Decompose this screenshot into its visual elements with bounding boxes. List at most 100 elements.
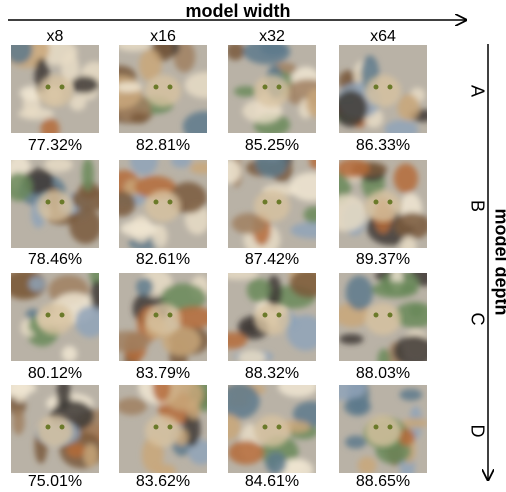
accuracy: 84.61% bbox=[245, 473, 299, 490]
blob bbox=[286, 315, 316, 351]
blob bbox=[162, 326, 201, 356]
accuracy: 88.65% bbox=[356, 473, 410, 490]
eye bbox=[373, 312, 379, 318]
image bbox=[228, 273, 316, 361]
eye bbox=[276, 424, 282, 430]
blob bbox=[228, 273, 260, 280]
blob bbox=[184, 71, 207, 99]
eye bbox=[387, 312, 393, 318]
blob bbox=[44, 160, 73, 172]
eye bbox=[276, 312, 282, 318]
image bbox=[11, 160, 99, 248]
blob bbox=[339, 160, 370, 178]
accuracy: 89.37% bbox=[356, 251, 410, 268]
image-content bbox=[228, 385, 316, 473]
face bbox=[37, 303, 73, 335]
row-label: A bbox=[467, 85, 487, 97]
image bbox=[119, 385, 207, 473]
image-content bbox=[339, 45, 427, 133]
eye bbox=[59, 424, 65, 430]
blob bbox=[12, 408, 25, 435]
blob bbox=[174, 306, 207, 329]
accuracy: 83.79% bbox=[136, 365, 190, 382]
blob bbox=[69, 94, 87, 111]
blob bbox=[11, 45, 33, 64]
blob bbox=[75, 306, 99, 338]
blob bbox=[289, 273, 316, 298]
depth-label: model depth bbox=[491, 209, 506, 316]
column-label: x32 bbox=[259, 28, 285, 45]
blob bbox=[61, 345, 78, 361]
eye bbox=[45, 424, 51, 430]
blob bbox=[83, 443, 98, 467]
blob bbox=[306, 88, 316, 118]
image-content bbox=[11, 385, 99, 473]
face bbox=[37, 190, 73, 222]
blob bbox=[119, 397, 147, 416]
blob bbox=[119, 191, 136, 217]
image-blobs bbox=[339, 273, 427, 361]
blob bbox=[402, 417, 427, 429]
face bbox=[254, 190, 290, 222]
blob bbox=[119, 45, 151, 52]
image-content bbox=[339, 160, 427, 248]
image-content bbox=[119, 273, 207, 361]
face bbox=[37, 75, 73, 107]
eye bbox=[45, 199, 51, 205]
eye bbox=[167, 199, 173, 205]
blob bbox=[400, 235, 417, 248]
row-label: D bbox=[467, 425, 487, 438]
accuracy: 87.42% bbox=[245, 251, 299, 268]
blob bbox=[119, 330, 151, 353]
row-label: C bbox=[467, 313, 487, 326]
eye bbox=[59, 84, 65, 90]
accuracy: 77.32% bbox=[28, 137, 82, 154]
image-content bbox=[228, 273, 316, 361]
image bbox=[11, 385, 99, 473]
blob bbox=[90, 280, 99, 313]
blob bbox=[28, 276, 45, 292]
image bbox=[11, 45, 99, 133]
blob bbox=[11, 172, 33, 202]
eye bbox=[262, 424, 268, 430]
blob bbox=[397, 94, 420, 121]
blob bbox=[40, 118, 60, 133]
blob bbox=[182, 111, 207, 133]
image-content bbox=[119, 45, 207, 133]
eye bbox=[387, 424, 393, 430]
eye bbox=[373, 84, 379, 90]
image bbox=[119, 45, 207, 133]
blob bbox=[170, 160, 192, 168]
blob bbox=[303, 206, 316, 224]
blob bbox=[119, 75, 142, 110]
image bbox=[339, 160, 427, 248]
eye bbox=[45, 84, 51, 90]
face bbox=[37, 415, 73, 447]
blob bbox=[345, 435, 367, 449]
image-content bbox=[339, 385, 427, 473]
blob bbox=[138, 49, 162, 82]
blob bbox=[153, 464, 177, 473]
eye bbox=[262, 199, 268, 205]
blob bbox=[129, 160, 159, 176]
blob bbox=[398, 428, 415, 446]
blob bbox=[343, 397, 371, 416]
eye bbox=[387, 199, 393, 205]
eye bbox=[167, 312, 173, 318]
blob bbox=[290, 222, 316, 239]
blob bbox=[228, 414, 241, 441]
eye bbox=[153, 199, 159, 205]
accuracy: 85.25% bbox=[245, 137, 299, 154]
blob bbox=[394, 302, 427, 329]
image bbox=[228, 160, 316, 248]
image-content bbox=[228, 160, 316, 248]
eye bbox=[59, 312, 65, 318]
eye bbox=[167, 84, 173, 90]
blob bbox=[70, 75, 99, 94]
image-content bbox=[11, 273, 99, 361]
blob bbox=[186, 399, 200, 420]
image-blobs bbox=[119, 385, 207, 473]
blob bbox=[292, 401, 316, 427]
image bbox=[339, 45, 427, 133]
